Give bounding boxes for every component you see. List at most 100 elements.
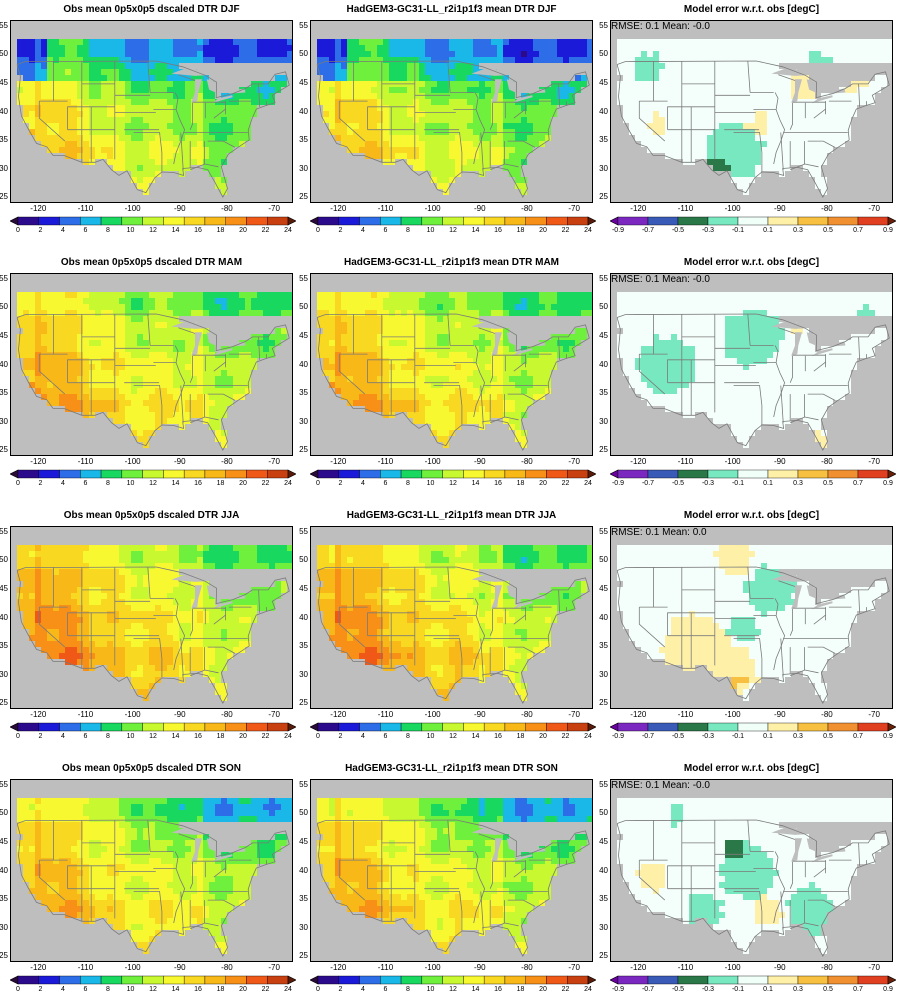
lat-tick-label: 25 <box>299 192 308 202</box>
lon-tick-label: -100 <box>724 963 741 972</box>
colorbar-tick-label: 8 <box>406 227 410 234</box>
colorbar-tick-label: 22 <box>561 733 570 740</box>
dtr-map <box>311 527 592 708</box>
colorbar-tick-label: -0.3 <box>701 733 715 740</box>
colorbar-err <box>610 469 896 479</box>
lat-tick-label: 50 <box>599 49 608 59</box>
lat-tick-label: 35 <box>0 641 8 651</box>
colorbar-tick-label: 20 <box>539 986 547 993</box>
lon-tick-label: -120 <box>630 204 647 213</box>
colorbar-tick-label: 22 <box>561 986 570 993</box>
lon-tick-label: -90 <box>174 963 186 972</box>
lon-tick-label: -100 <box>124 710 141 719</box>
colorbar-tick-label: 18 <box>516 986 525 993</box>
colorbar-tick-label: 0.9 <box>883 227 893 234</box>
lon-tick-label: -120 <box>330 204 347 213</box>
lon-tick-label: -100 <box>424 710 441 719</box>
lon-tick-label: -90 <box>174 710 186 719</box>
colorbar-tick-label: 12 <box>449 733 457 740</box>
lat-tick-label: 30 <box>299 922 308 932</box>
lat-tick-label: 30 <box>599 922 608 932</box>
colorbar-tick-label: 24 <box>584 480 592 487</box>
colorbar-tick-label: 14 <box>171 227 180 234</box>
lat-tick-label: 35 <box>299 641 308 651</box>
colorbar-tick-label: -0.1 <box>731 986 745 993</box>
lat-tick-label: 45 <box>0 77 8 87</box>
lat-tick-label: 25 <box>0 698 8 708</box>
lon-tick-label: -100 <box>724 710 741 719</box>
lon-tick-label: -100 <box>724 457 741 466</box>
colorbar-err <box>610 216 896 226</box>
lon-tick-label: -80 <box>821 457 833 466</box>
colorbar-tick-label: 14 <box>471 733 480 740</box>
lon-tick-label: -70 <box>268 204 280 213</box>
colorbar-tick-label: 12 <box>149 986 157 993</box>
great-lakes <box>171 825 246 863</box>
colorbar-tick-label: 24 <box>584 733 592 740</box>
error-map <box>611 21 892 202</box>
colorbar-tick-label: 16 <box>494 480 502 487</box>
lon-tick-label: -120 <box>630 457 647 466</box>
state-borders <box>316 819 590 957</box>
colorbar-tick-label: 2 <box>338 227 343 234</box>
colorbar-tick-label: 0.5 <box>823 480 833 487</box>
colorbar-tick-label: 0.5 <box>823 733 833 740</box>
lat-tick-label: 25 <box>299 951 308 961</box>
lat-tick-label: 30 <box>299 163 308 173</box>
lat-tick-label: 35 <box>599 388 608 398</box>
lat-tick-label: 45 <box>599 330 608 340</box>
lon-tick-label: -70 <box>568 963 580 972</box>
lat-tick-label: 50 <box>299 808 308 818</box>
colorbar-tick-label: 0.9 <box>883 986 893 993</box>
rmse-mean-stats: RMSE: 0.1 Mean: -0.0 <box>611 780 710 791</box>
dtr-map <box>11 274 292 455</box>
colorbar-tick-label: 4 <box>61 480 65 487</box>
colorbar-model <box>310 216 596 226</box>
lat-tick-label: 45 <box>299 836 308 846</box>
lat-tick-label: 50 <box>599 302 608 312</box>
colorbar-tick-label: 0.1 <box>763 480 773 487</box>
colorbar-tick-label: 0.3 <box>793 480 803 487</box>
lat-tick-label: 25 <box>599 445 608 455</box>
lat-tick-label: 30 <box>599 416 608 426</box>
colorbar-tick-label: 16 <box>194 480 202 487</box>
lon-tick-label: -110 <box>677 457 694 466</box>
state-borders <box>16 566 290 704</box>
lat-tick-label: 25 <box>299 698 308 708</box>
map-panel-err <box>610 20 893 203</box>
state-borders <box>616 566 890 704</box>
lat-tick-label: 40 <box>0 359 8 369</box>
colorbar-tick-label: 24 <box>284 986 292 993</box>
lat-tick-label: 35 <box>0 135 8 145</box>
colorbar-tick-label: 20 <box>539 733 547 740</box>
colorbar-tick-label: 0.7 <box>853 733 863 740</box>
state-borders <box>316 60 590 198</box>
colorbar-tick-label: 24 <box>584 227 592 234</box>
colorbar-tick-label: 14 <box>471 227 480 234</box>
lon-tick-label: -90 <box>474 963 486 972</box>
lat-tick-label: 50 <box>0 555 8 565</box>
lon-tick-label: -70 <box>868 963 880 972</box>
colorbar-obs <box>10 975 296 985</box>
colorbar-tick-label: 20 <box>539 480 547 487</box>
lat-tick-label: 55 <box>0 273 8 283</box>
lon-tick-label: -80 <box>821 710 833 719</box>
lon-tick-label: -90 <box>774 204 786 213</box>
colorbar-tick-label: 14 <box>171 480 180 487</box>
lon-tick-label: -90 <box>474 457 486 466</box>
lon-tick-label: -120 <box>630 710 647 719</box>
lat-tick-label: 25 <box>0 445 8 455</box>
lon-tick-label: -70 <box>268 457 280 466</box>
lat-tick-label: 55 <box>299 779 308 789</box>
lon-tick-label: -110 <box>77 204 94 213</box>
colorbar-tick-label: 20 <box>539 227 547 234</box>
lat-tick-label: 45 <box>599 836 608 846</box>
lon-tick-label: -90 <box>174 457 186 466</box>
dtr-map <box>11 527 292 708</box>
colorbar-tick-label: 24 <box>284 733 292 740</box>
state-borders <box>16 313 290 451</box>
map-panel-model <box>310 20 593 203</box>
panel-title-model-djf: HadGEM3-GC31-LL_r2i1p1f3 mean DTR DJF <box>346 4 557 15</box>
lat-tick-label: 25 <box>0 192 8 202</box>
colorbar-tick-label: 10 <box>126 986 135 993</box>
